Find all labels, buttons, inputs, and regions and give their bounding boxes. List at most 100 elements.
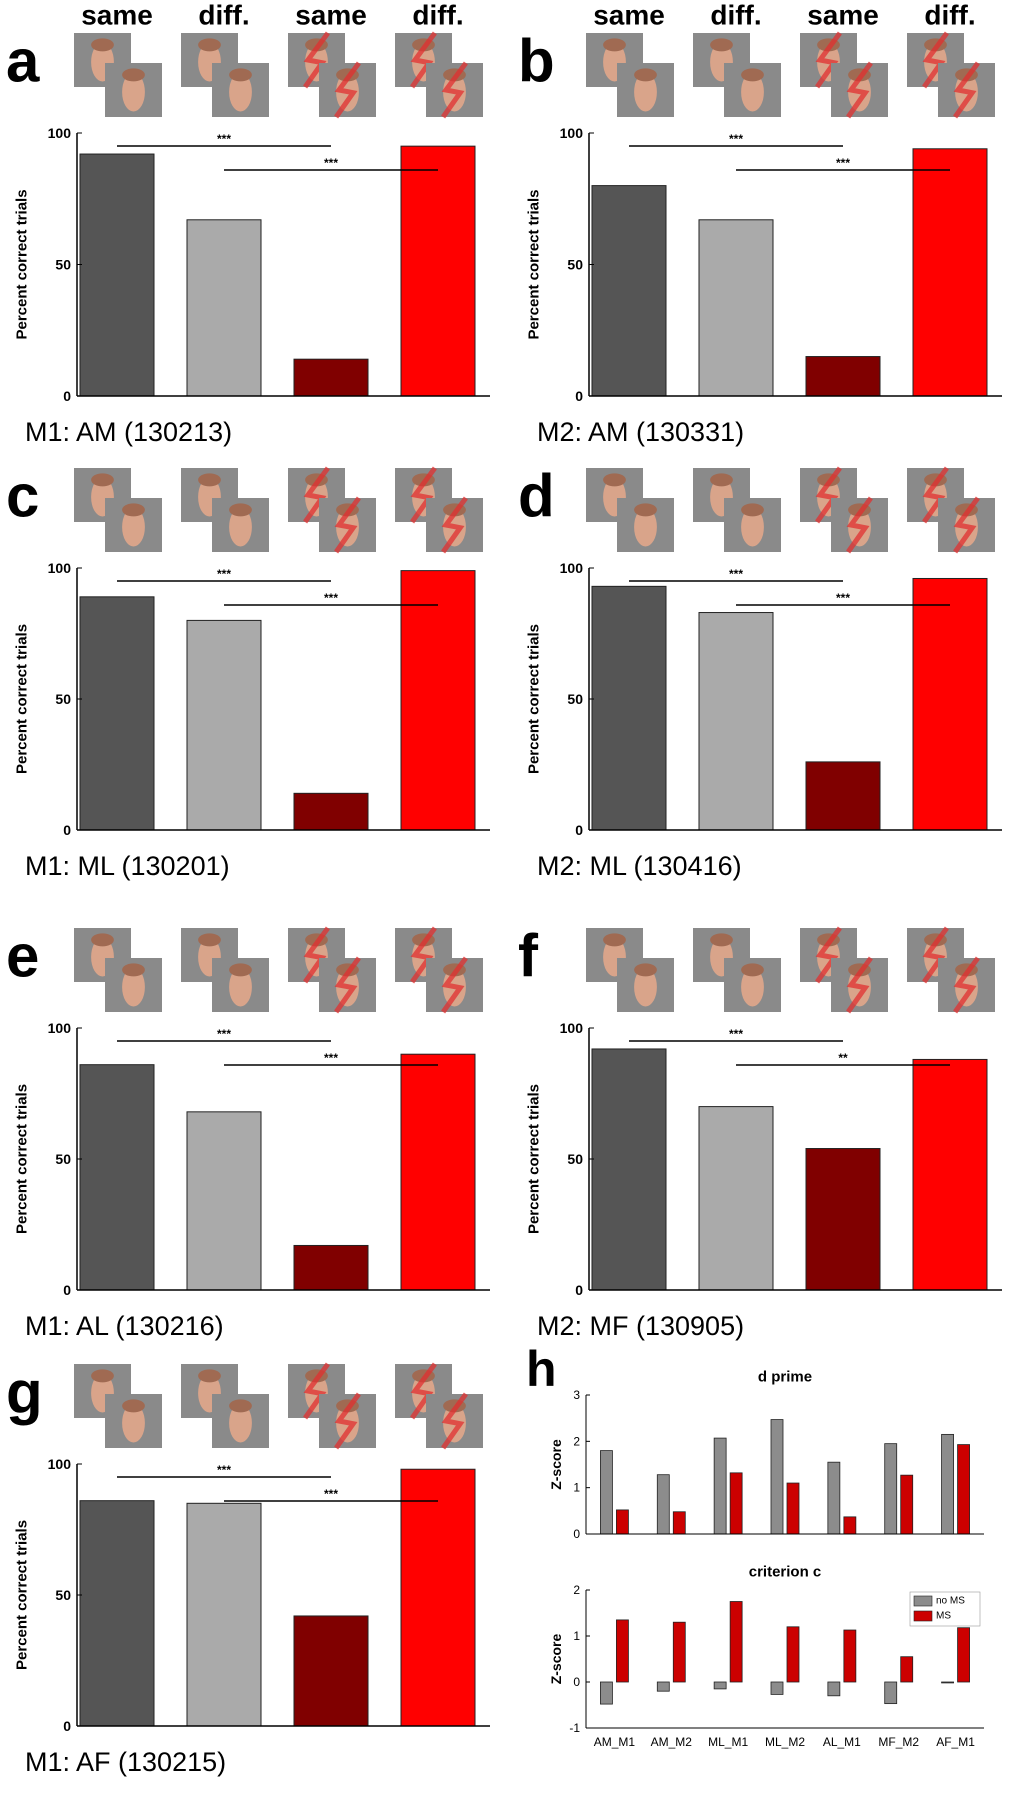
stimulation-mark (953, 496, 980, 554)
bar (843, 1516, 857, 1535)
hair (603, 933, 626, 947)
bar (600, 1681, 613, 1705)
stimulation-mark (410, 31, 437, 89)
y-tick-label: 50 (55, 1151, 71, 1167)
y-tick-label: 50 (567, 691, 583, 707)
bar (616, 1509, 629, 1535)
bar (672, 1511, 686, 1535)
bar (827, 1681, 841, 1697)
chart-title: criterion c (749, 1564, 822, 1581)
x-tick-label: AM_M1 (594, 1735, 636, 1749)
bar (400, 570, 476, 831)
bar (786, 1626, 800, 1683)
bar (729, 1472, 743, 1535)
bar (186, 1502, 262, 1727)
bar (729, 1601, 743, 1683)
significance-stars: *** (729, 132, 743, 146)
condition-label: diff. (924, 0, 975, 31)
panel: e 0 50 100 Percent correct trials M1: AL (130… (6, 923, 490, 1341)
legend-swatch (913, 1610, 933, 1622)
stimulation-mark (441, 956, 468, 1014)
y-tick-label: 100 (48, 1456, 72, 1472)
caption: M2: MF (130905) (537, 1311, 744, 1341)
stimulation-mark (441, 61, 468, 119)
face (229, 72, 252, 112)
face (634, 72, 657, 112)
x-tick-label: AF_M1 (936, 1735, 975, 1749)
face (741, 967, 764, 1007)
hair (91, 933, 114, 947)
face (229, 507, 252, 547)
bar (805, 356, 881, 397)
y-axis-label: Percent correct trials (526, 189, 543, 339)
bar (912, 1058, 988, 1291)
y-tick-label: 100 (560, 1020, 584, 1036)
bar (293, 1615, 369, 1727)
stimulation-mark (846, 496, 873, 554)
y-tick-label: 0 (63, 1282, 71, 1298)
bar (957, 1627, 970, 1683)
significance-stars: *** (729, 567, 743, 581)
hair (229, 503, 252, 517)
significance-stars: ** (838, 1051, 848, 1065)
stimulation-mark (303, 926, 330, 984)
bar (400, 1468, 476, 1727)
hair (198, 38, 221, 52)
stimulation-mark (334, 496, 361, 554)
bar (186, 1111, 262, 1291)
bar (912, 148, 988, 397)
y-tick-label: 100 (560, 560, 584, 576)
y-tick-label: 50 (55, 691, 71, 707)
face (122, 967, 145, 1007)
hair (741, 68, 764, 82)
significance-stars: *** (217, 1027, 231, 1041)
significance-stars: *** (217, 132, 231, 146)
bar (805, 761, 881, 831)
condition-label: same (807, 0, 879, 31)
bar (698, 612, 774, 831)
stimulation-mark (334, 1392, 361, 1450)
panel: d 0 50 100 Percent correct trials M2: ML (130… (518, 463, 1002, 881)
bar (770, 1681, 784, 1695)
panel-letter: d (518, 463, 555, 530)
hair (122, 963, 145, 977)
stimulation-mark (441, 496, 468, 554)
legend-label: MS (936, 1611, 951, 1622)
chart-title: d prime (758, 1369, 812, 1386)
hair (634, 503, 657, 517)
bar (79, 596, 155, 831)
stimulation-mark (815, 31, 842, 89)
stimulation-mark (953, 956, 980, 1014)
panel: criterion c AM_M1 AM_M2 ML_M1 ML_M2 AL_M1 MF_M… (548, 1564, 984, 1749)
bar (843, 1629, 857, 1683)
condition-label: same (593, 0, 665, 31)
bar (600, 1450, 613, 1535)
face (634, 967, 657, 1007)
caption: M1: AM (130213) (25, 417, 232, 447)
y-tick-label: 0 (575, 822, 583, 838)
hair (122, 1399, 145, 1413)
panel: g 0 50 100 Percent correct trials M1: AF (130… (6, 1359, 490, 1777)
bar (672, 1621, 686, 1683)
y-tick-label: 50 (567, 257, 583, 273)
bar (713, 1681, 727, 1690)
y-tick-label: 0 (573, 1527, 580, 1541)
stimulation-mark (303, 1362, 330, 1420)
y-tick-label: 0 (575, 1282, 583, 1298)
bar (591, 1048, 667, 1291)
significance-stars: *** (324, 1051, 338, 1065)
y-tick-label: 0 (63, 388, 71, 404)
x-tick-label: ML_M1 (708, 1735, 748, 1749)
hair (741, 963, 764, 977)
y-axis-label: Percent correct trials (14, 189, 31, 339)
significance-stars: *** (217, 1463, 231, 1477)
y-axis-label: Z-score (548, 1634, 564, 1685)
y-axis-label: Percent correct trials (14, 1084, 31, 1234)
face (122, 72, 145, 112)
panel-letter: b (518, 28, 555, 95)
bar (912, 577, 988, 831)
legend-label: no MS (936, 1596, 965, 1607)
hair (198, 473, 221, 487)
bar (79, 1500, 155, 1727)
bar (698, 219, 774, 397)
